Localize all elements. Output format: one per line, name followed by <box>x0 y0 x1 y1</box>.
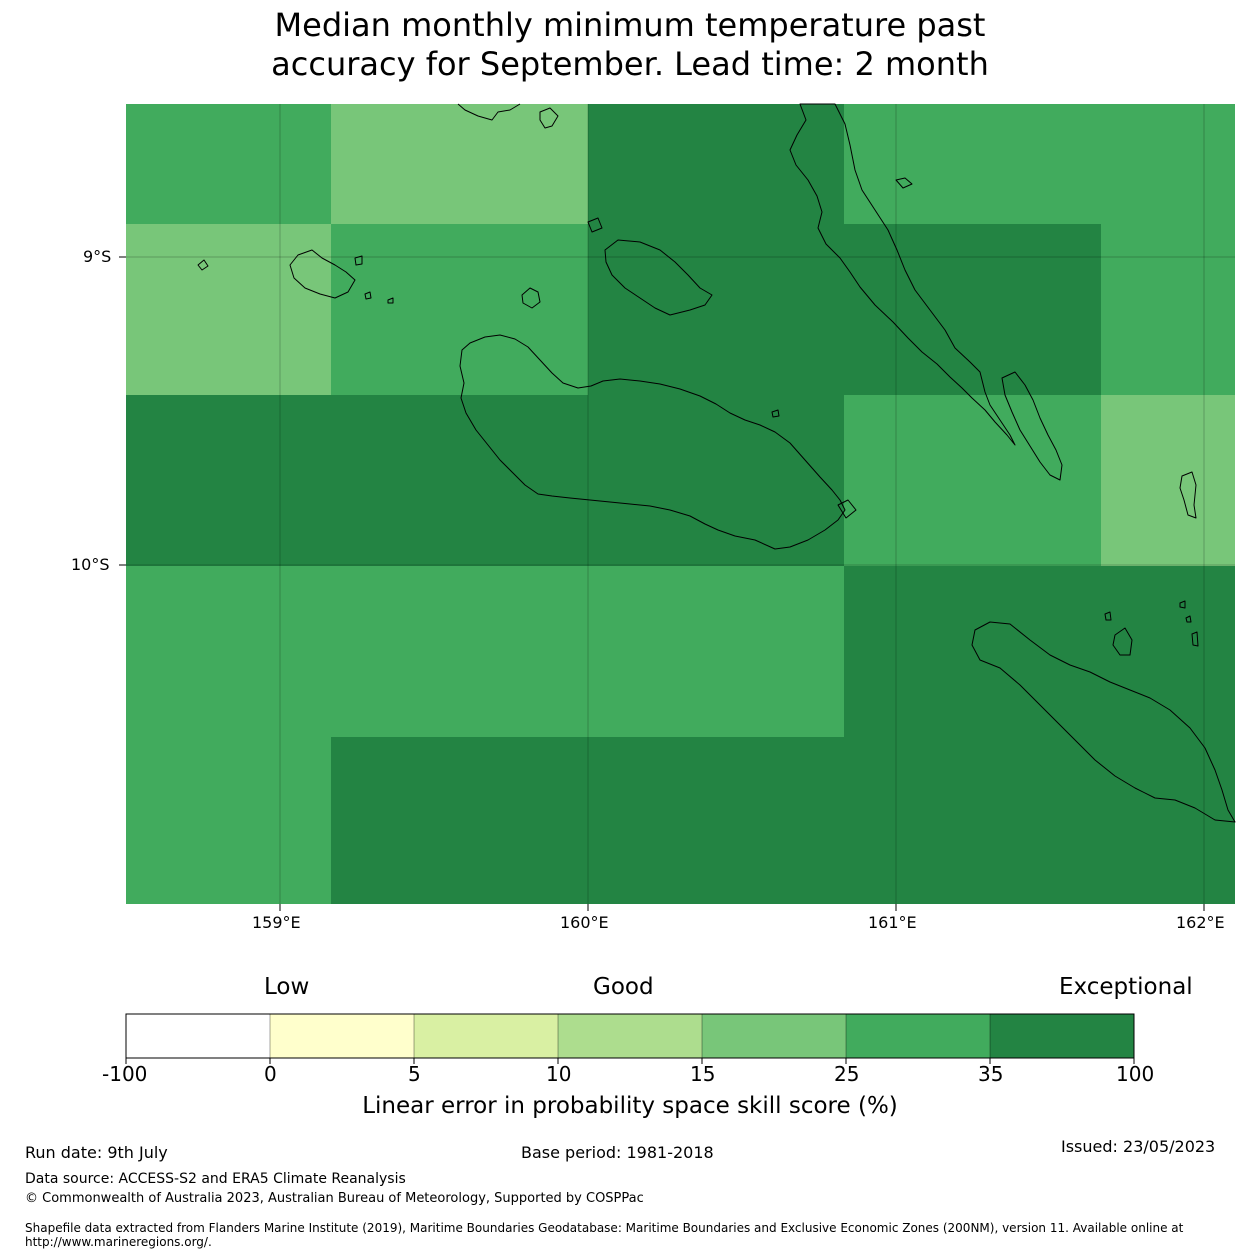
legend-category-low: Low <box>264 974 310 1000</box>
coastline-islet <box>587 217 603 233</box>
coastline-islet <box>771 409 780 418</box>
grid-cell <box>126 566 844 737</box>
map-title: Median monthly minimum temperature past … <box>0 6 1260 84</box>
grid-cell <box>588 104 844 224</box>
grid-cell <box>331 224 588 395</box>
grid-cell <box>844 566 1235 737</box>
grid-cell <box>844 104 1235 224</box>
coastline-islet <box>354 255 363 266</box>
coastlines <box>197 103 1236 823</box>
coastline-new-georgia <box>457 103 521 121</box>
legend-tick: 25 <box>834 1062 860 1086</box>
coastline-islet <box>895 177 913 189</box>
lat-label-9s: 9°S <box>83 247 112 266</box>
coastline-islet <box>1112 627 1133 656</box>
legend-tick: 0 <box>264 1062 277 1086</box>
legend-tick: 35 <box>978 1062 1004 1086</box>
issued-date: Issued: 23/05/2023 <box>1061 1137 1216 1156</box>
colorbar-bin <box>414 1014 558 1058</box>
grid-cell <box>126 104 331 224</box>
legend-title: Linear error in probability space skill … <box>362 1093 898 1119</box>
grid-cell <box>331 737 1235 904</box>
data-source: Data source: ACCESS-S2 and ERA5 Climate … <box>25 1171 406 1187</box>
lat-label-10s: 10°S <box>71 555 110 574</box>
graticule <box>126 104 1235 904</box>
coastline-islet <box>387 297 394 304</box>
coastline-islet <box>837 499 857 519</box>
legend-tick: 15 <box>690 1062 716 1086</box>
colorbar-bin <box>270 1014 414 1058</box>
coastline-islet <box>539 107 559 129</box>
coastline-russell-islands <box>289 249 356 299</box>
coastline-islet <box>1179 600 1186 609</box>
legend-tick: 100 <box>1116 1062 1155 1086</box>
colorbar-bin <box>846 1014 990 1058</box>
coastline-islet <box>1104 611 1112 621</box>
legend-tick: 5 <box>408 1062 421 1086</box>
grid-cell <box>588 224 1101 395</box>
legend-category-good: Good <box>593 974 654 1000</box>
colorbar-bin <box>990 1014 1134 1058</box>
coastline-islet <box>364 291 372 300</box>
grid-cell <box>126 224 331 395</box>
lon-label-159e: 159°E <box>252 913 301 932</box>
map-title-line-2: accuracy for September. Lead time: 2 mon… <box>271 45 989 83</box>
legend-category-exceptional: Exceptional <box>1059 974 1193 1000</box>
grid-cell <box>126 737 331 904</box>
coastline-islet <box>1179 471 1197 519</box>
colorbar-bin <box>126 1014 270 1058</box>
grid-cell <box>844 395 1101 566</box>
run-date: Run date: 9th July <box>25 1143 168 1162</box>
shapefile-credit: Shapefile data extracted from Flanders M… <box>25 1221 1184 1249</box>
coastline-islet <box>1191 631 1199 647</box>
colorbar-frame <box>125 1013 1135 1059</box>
colorbar-bin <box>702 1014 846 1058</box>
legend-tick: 10 <box>546 1062 572 1086</box>
base-period: Base period: 1981-2018 <box>521 1143 714 1162</box>
colorbar <box>125 1013 1135 1064</box>
coastline-malaita <box>1001 371 1063 481</box>
legend-tick: -100 <box>102 1062 148 1086</box>
grid-cell <box>331 104 588 224</box>
lon-label-161e: 161°E <box>868 913 917 932</box>
lon-label-160e: 160°E <box>560 913 609 932</box>
grid-cell <box>126 395 844 566</box>
coastline-islet <box>1185 615 1192 623</box>
copyright: © Commonwealth of Australia 2023, Austra… <box>25 1191 644 1206</box>
skill-grid <box>126 104 1235 904</box>
lon-label-162e: 162°E <box>1176 913 1225 932</box>
map-title-line-1: Median monthly minimum temperature past <box>274 6 986 44</box>
grid-cell <box>1101 395 1235 566</box>
map-ticks <box>119 256 1205 911</box>
coastline-islet <box>197 259 209 271</box>
coastline-santa-isabel <box>789 103 1016 446</box>
coastline-savo-island <box>521 287 541 309</box>
grid-cell <box>1101 224 1235 395</box>
coastline-makira <box>971 621 1236 823</box>
colorbar-bin <box>558 1014 702 1058</box>
coastline-guadalcanal <box>459 334 846 550</box>
coastline-florida-islands <box>604 239 713 316</box>
